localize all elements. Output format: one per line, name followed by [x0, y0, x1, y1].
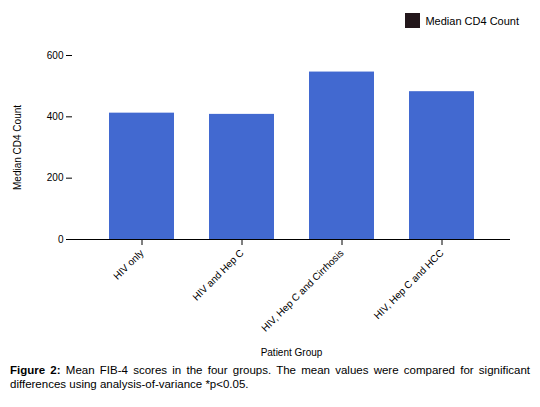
svg-text:0: 0 [58, 233, 64, 244]
svg-text:HIV, Hep C and Cirrhosis: HIV, Hep C and Cirrhosis [259, 247, 346, 334]
svg-text:Median CD4 Count: Median CD4 Count [12, 104, 23, 189]
svg-text:HIV and Hep C: HIV and Hep C [190, 247, 245, 302]
html-text:Figure 2: Mean FIB-4 scores in: Figure 2: Mean FIB-4 scores in the four … [10, 363, 530, 390]
svg-text:600: 600 [47, 49, 64, 60]
svg-text:200: 200 [47, 172, 64, 183]
svg-text:HIV only: HIV only [111, 247, 146, 282]
svg-text:HIV, Hep C and HCC: HIV, Hep C and HCC [372, 247, 446, 321]
svg-text:Patient Group: Patient Group [261, 346, 323, 357]
html-text:Median CD4 Count: Median CD4 Count [425, 14, 519, 27]
svg-text:400: 400 [47, 111, 64, 122]
